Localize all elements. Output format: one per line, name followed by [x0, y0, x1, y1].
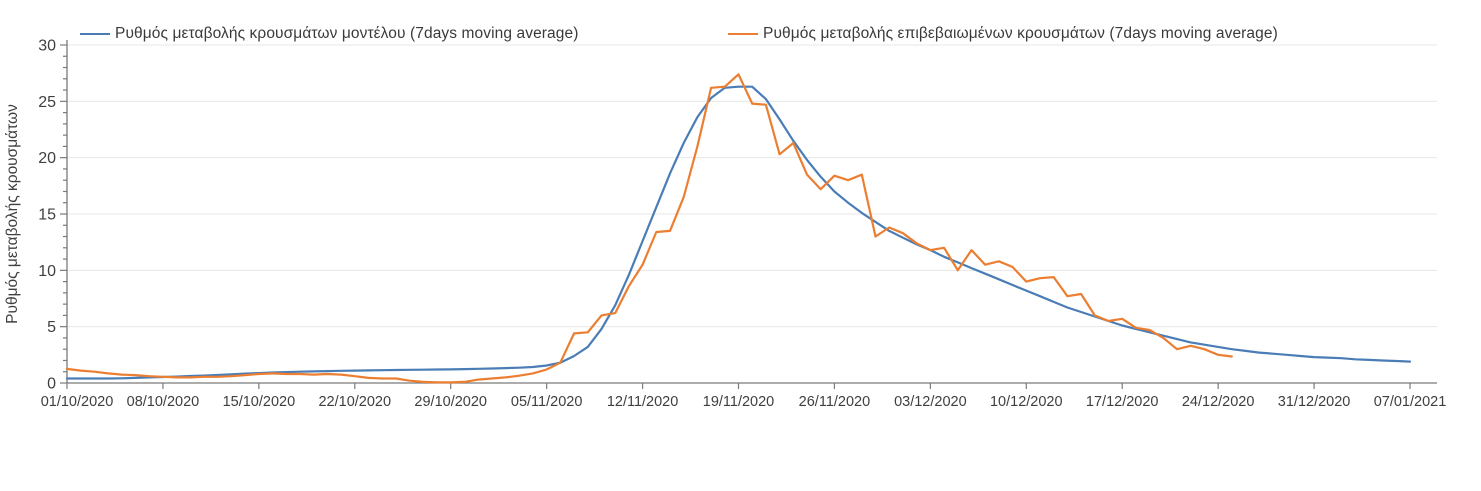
- confirmed-series-line: [65, 73, 1233, 384]
- x-tick-label-22/10/2020: 22/10/2020: [318, 394, 391, 410]
- x-tick-label-01/10/2020: 01/10/2020: [41, 394, 114, 410]
- x-tick-label-10/12/2020: 10/12/2020: [990, 394, 1063, 410]
- x-tick-label-17/12/2020: 17/12/2020: [1086, 394, 1159, 410]
- legend-item-model: Ρυθμός μεταβολής κρουσμάτων μοντέλου (7d…: [80, 24, 578, 44]
- confirmed-line-swatch: [728, 33, 758, 35]
- x-tick-label-12/11/2020: 12/11/2020: [607, 394, 679, 410]
- x-tick-label-15/10/2020: 15/10/2020: [223, 394, 296, 410]
- legend-item-confirmed: Ρυθμός μεταβολής επιβεβαιωμένων κρουσμάτ…: [728, 24, 1278, 44]
- y-axis-title: Ρυθμός μεταβολής κρουσμάτων: [4, 104, 21, 324]
- y-tick-label-25: 25: [38, 94, 56, 111]
- x-tick-label-24/12/2020: 24/12/2020: [1182, 394, 1255, 410]
- legend-label-model: Ρυθμός μεταβολής κρουσμάτων μοντέλου (7d…: [115, 25, 579, 42]
- legend-label-confirmed: Ρυθμός μεταβολής επιβεβαιωμένων κρουσμάτ…: [763, 25, 1278, 42]
- model-line-swatch: [80, 33, 110, 35]
- x-tick-label-08/10/2020: 08/10/2020: [127, 394, 200, 410]
- x-tick-label-26/11/2020: 26/11/2020: [799, 394, 871, 410]
- x-tick-label-29/10/2020: 29/10/2020: [414, 394, 487, 410]
- y-tick-label-20: 20: [38, 150, 56, 167]
- x-tick-label-07/01/2021: 07/01/2021: [1374, 394, 1447, 410]
- y-tick-label-0: 0: [47, 376, 56, 393]
- x-tick-label-03/12/2020: 03/12/2020: [894, 394, 967, 410]
- y-tick-label-5: 5: [47, 319, 56, 336]
- x-tick-label-31/12/2020: 31/12/2020: [1278, 394, 1351, 410]
- y-tick-label-30: 30: [38, 38, 56, 55]
- x-tick-label-05/11/2020: 05/11/2020: [511, 394, 583, 410]
- y-tick-label-15: 15: [38, 207, 56, 224]
- model-series-line: [65, 85, 1412, 380]
- y-tick-label-10: 10: [38, 263, 56, 280]
- x-tick-label-19/11/2020: 19/11/2020: [703, 394, 775, 410]
